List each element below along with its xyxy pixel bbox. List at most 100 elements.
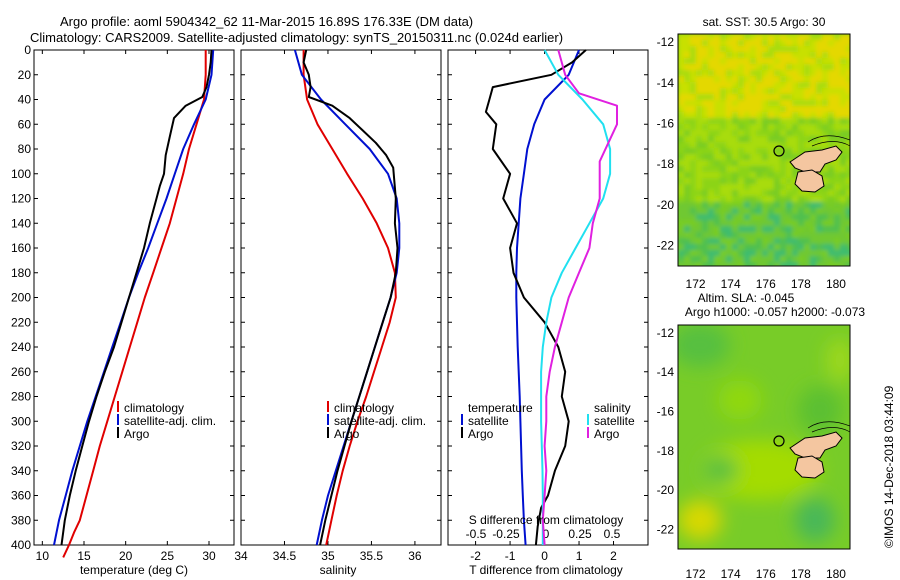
sst-cell bbox=[798, 106, 804, 112]
sst-cell bbox=[846, 184, 850, 190]
sst-cell bbox=[684, 244, 690, 250]
sst-cell bbox=[738, 208, 744, 214]
sst-cell bbox=[726, 106, 732, 112]
y-tick-label: 180 bbox=[11, 266, 31, 280]
sst-cell bbox=[762, 202, 768, 208]
sst-cell bbox=[744, 262, 750, 266]
sst-cell bbox=[738, 184, 744, 190]
sst-cell bbox=[738, 118, 744, 124]
sst-cell bbox=[720, 148, 726, 154]
sst-cell bbox=[768, 58, 774, 64]
sst-cell bbox=[786, 178, 792, 184]
sst-cell bbox=[720, 130, 726, 136]
sst-cell bbox=[846, 256, 850, 262]
sst-cell bbox=[720, 154, 726, 160]
sst-cell bbox=[792, 172, 798, 178]
sst-cell bbox=[816, 238, 822, 244]
sst-cell bbox=[768, 46, 774, 52]
sst-cell bbox=[750, 88, 756, 94]
sst-cell bbox=[798, 226, 804, 232]
sst-cell bbox=[714, 70, 720, 76]
sst-cell bbox=[696, 232, 702, 238]
sst-cell bbox=[732, 118, 738, 124]
sst-cell bbox=[702, 166, 708, 172]
sst-cell bbox=[774, 40, 780, 46]
sst-cell bbox=[756, 100, 762, 106]
sst-cell bbox=[726, 226, 732, 232]
sst-cell bbox=[780, 244, 786, 250]
sst-cell bbox=[678, 208, 684, 214]
sst-cell bbox=[786, 214, 792, 220]
sst-cell bbox=[774, 196, 780, 202]
sst-cell bbox=[786, 46, 792, 52]
sst-cell bbox=[822, 76, 828, 82]
sst-cell bbox=[840, 238, 846, 244]
sst-cell bbox=[810, 100, 816, 106]
sst-cell bbox=[756, 112, 762, 118]
sst-cell bbox=[714, 124, 720, 130]
sst-cell bbox=[714, 100, 720, 106]
sst-cell bbox=[768, 166, 774, 172]
sst-cell bbox=[798, 100, 804, 106]
sst-cell bbox=[750, 232, 756, 238]
series-line-climatology bbox=[302, 50, 397, 546]
map-x-tick-label: 172 bbox=[686, 277, 706, 291]
sst-cell bbox=[822, 208, 828, 214]
sst-cell bbox=[744, 178, 750, 184]
sst-cell bbox=[810, 250, 816, 256]
sst-cell bbox=[696, 250, 702, 256]
sst-cell bbox=[792, 142, 798, 148]
sst-cell bbox=[726, 46, 732, 52]
sst-cell bbox=[750, 100, 756, 106]
sst-cell bbox=[780, 64, 786, 70]
sst-cell bbox=[846, 124, 850, 130]
sst-cell bbox=[768, 142, 774, 148]
sst-cell bbox=[714, 190, 720, 196]
sst-cell bbox=[846, 70, 850, 76]
x-tick-label: -1 bbox=[505, 549, 516, 563]
sst-cell bbox=[702, 214, 708, 220]
sst-cell bbox=[690, 232, 696, 238]
sst-cell bbox=[696, 256, 702, 262]
sst-cell bbox=[774, 130, 780, 136]
sst-cell bbox=[798, 232, 804, 238]
sst-cell bbox=[822, 172, 828, 178]
sst-cell bbox=[684, 94, 690, 100]
sst-cell bbox=[840, 244, 846, 250]
y-tick-label: 220 bbox=[11, 315, 31, 329]
map-y-tick-label: -18 bbox=[657, 444, 675, 458]
sst-cell bbox=[720, 220, 726, 226]
sst-cell bbox=[774, 142, 780, 148]
sst-cell bbox=[774, 88, 780, 94]
sst-cell bbox=[840, 208, 846, 214]
sst-cell bbox=[846, 148, 850, 154]
sst-cell bbox=[690, 112, 696, 118]
sst-cell bbox=[726, 238, 732, 244]
sst-cell bbox=[696, 178, 702, 184]
sla-map-subtitle: Argo h1000: -0.057 h2000: -0.073 bbox=[685, 305, 865, 319]
sst-cell bbox=[822, 46, 828, 52]
sst-cell bbox=[750, 118, 756, 124]
sst-cell bbox=[750, 154, 756, 160]
sst-cell bbox=[756, 58, 762, 64]
sst-cell bbox=[828, 76, 834, 82]
sst-cell bbox=[678, 244, 684, 250]
sst-cell bbox=[804, 238, 810, 244]
sst-cell bbox=[780, 118, 786, 124]
map-y-tick-label: -22 bbox=[657, 239, 675, 253]
y-tick-label: 60 bbox=[18, 117, 32, 131]
sst-cell bbox=[684, 46, 690, 52]
sst-cell bbox=[756, 238, 762, 244]
sst-cell bbox=[822, 130, 828, 136]
sst-cell bbox=[846, 178, 850, 184]
sst-cell bbox=[726, 160, 732, 166]
sst-cell bbox=[720, 82, 726, 88]
sst-cell bbox=[780, 76, 786, 82]
sst-cell bbox=[768, 130, 774, 136]
y-tick-label: 320 bbox=[11, 439, 31, 453]
sst-cell bbox=[834, 184, 840, 190]
sst-cell bbox=[846, 88, 850, 94]
sst-cell bbox=[690, 34, 696, 40]
sst-cell bbox=[804, 46, 810, 52]
sst-cell bbox=[798, 208, 804, 214]
